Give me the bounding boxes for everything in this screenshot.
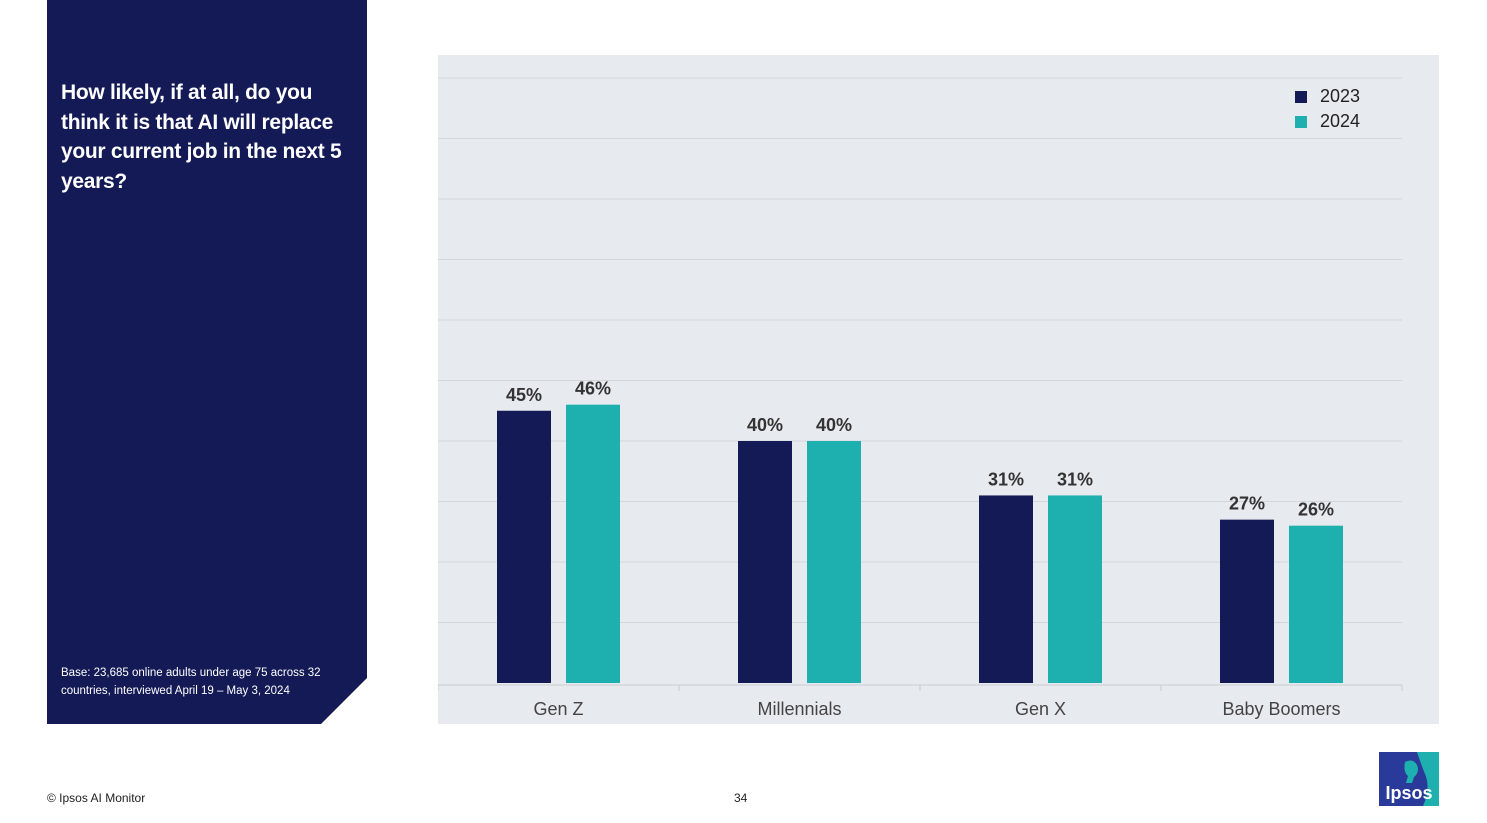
question-panel: How likely, if at all, do you think it i…	[47, 0, 367, 724]
data-label: 26%	[1298, 500, 1334, 520]
bar-2024	[566, 404, 620, 683]
svg-text:Ipsos: Ipsos	[1385, 783, 1432, 803]
question-text: How likely, if at all, do you think it i…	[61, 81, 342, 193]
x-tick-label: Gen X	[1015, 699, 1066, 719]
x-tick-label: Baby Boomers	[1222, 699, 1340, 719]
legend-label-2023: 2023	[1320, 86, 1361, 106]
legend-label-2024: 2024	[1320, 111, 1361, 131]
bar-2023	[979, 495, 1033, 683]
ipsos-logo: Ipsos	[1379, 752, 1439, 811]
bar-2023	[1220, 519, 1274, 683]
chart-area: 45% 46% Gen Z 40% 40% Millennials 31% 31% Gen X 2…	[438, 55, 1439, 724]
chart-legend: 2023 2024	[1295, 84, 1360, 134]
x-tick-label: Millennials	[757, 699, 841, 719]
legend-item-2023: 2023	[1295, 84, 1360, 109]
base-note: Base: 23,685 online adults under age 75 …	[61, 667, 321, 697]
data-label: 31%	[1057, 469, 1093, 489]
x-tick-label: Gen Z	[533, 699, 583, 719]
data-label: 46%	[575, 379, 611, 399]
data-label: 31%	[988, 469, 1024, 489]
page-number: 34	[734, 791, 748, 805]
bar-2024	[807, 441, 861, 683]
copyright-text: © Ipsos AI Monitor	[47, 791, 146, 805]
legend-item-2024: 2024	[1295, 109, 1360, 134]
data-label: 27%	[1229, 494, 1265, 514]
data-label: 40%	[816, 415, 852, 435]
bar-2024	[1048, 495, 1102, 683]
bar-2024	[1289, 525, 1343, 683]
legend-swatch-2024	[1295, 115, 1307, 128]
legend-swatch-2023	[1295, 90, 1307, 103]
data-label: 45%	[506, 385, 542, 405]
bar-2023	[738, 441, 792, 683]
bar-chart: 45% 46% Gen Z 40% 40% Millennials 31% 31% Gen X 2…	[438, 77, 1403, 719]
bar-2023	[497, 410, 551, 683]
data-label: 40%	[747, 415, 783, 435]
